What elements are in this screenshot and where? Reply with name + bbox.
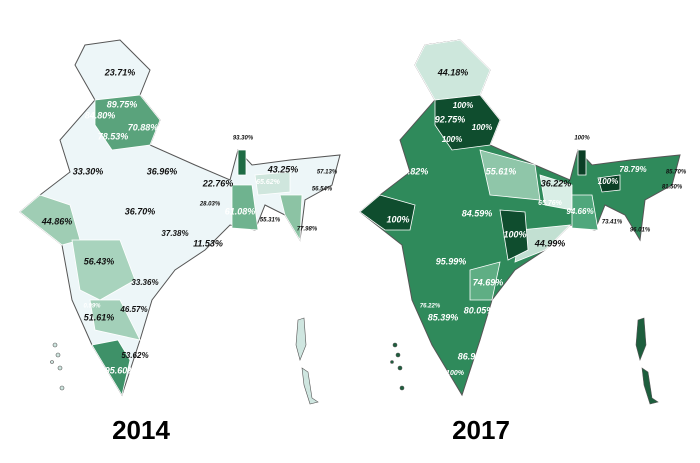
region-label: 22.76% [202, 178, 234, 188]
region-label: 46.57% [119, 305, 147, 314]
region-label: 0.99% [83, 304, 101, 310]
region-label: 36.96% [147, 166, 178, 176]
region-label: 56.43% [84, 256, 115, 266]
region-label: 33.36% [131, 278, 158, 287]
region-label: 23.71% [104, 67, 136, 77]
region-label: 53.62% [121, 351, 148, 360]
labels: 23.71% 89.75%84.80% 70.88%78.53% 93.30% 33.3… [41, 67, 687, 445]
region-label: 81.50% [662, 185, 683, 191]
region [279, 194, 303, 242]
region-label: 70.88% [128, 122, 159, 132]
region-label: 77.98% [297, 227, 318, 233]
region [237, 149, 247, 176]
region-label: 96.01% [630, 228, 651, 234]
map-2017 [359, 39, 681, 405]
region [434, 94, 501, 151]
region-label: 100% [386, 214, 409, 224]
region-label: 95.99% [436, 256, 467, 266]
region [94, 94, 161, 151]
region-label: 78.79% [619, 165, 646, 174]
region-label: 51.61% [84, 312, 115, 322]
region-label: 80.05% [464, 305, 495, 315]
region-label: 55.61% [486, 166, 517, 176]
region [499, 209, 529, 261]
region-label: 100% [598, 177, 618, 186]
region-label: 65.62% [256, 179, 281, 186]
region-label: 55.31% [260, 218, 281, 224]
region-label: 61.08% [225, 206, 256, 216]
region-label: 85.70% [666, 170, 687, 176]
map-2014 [19, 39, 341, 405]
region-label: 33.30% [73, 166, 104, 176]
region [71, 239, 136, 301]
region-label: 44.99% [534, 238, 566, 248]
region-label: 78.53% [98, 131, 129, 141]
region [231, 184, 259, 231]
region-label: 100% [442, 135, 462, 144]
region-label: 57.13% [317, 170, 338, 176]
region-label: 95.60% [105, 365, 136, 375]
region-label: 28.03% [199, 202, 221, 208]
region-label: 84.80% [85, 110, 116, 120]
region-label: 65.76% [538, 200, 563, 207]
region-label: 76.22% [420, 304, 441, 310]
region-label: 93.30% [233, 136, 254, 142]
region-label: 86.95% [458, 351, 489, 361]
region [91, 339, 131, 397]
region-label: 100% [453, 101, 473, 110]
year-label: 2017 [452, 415, 510, 445]
region-label: 44.86% [41, 216, 73, 226]
year-label: 2014 [112, 415, 170, 445]
region [89, 299, 141, 341]
region [359, 194, 416, 231]
region [479, 149, 541, 201]
region-label: 100% [503, 229, 526, 239]
region-label: 44.18% [437, 67, 469, 77]
region-label: 56.54% [312, 187, 333, 193]
region-label: 94.66% [566, 207, 593, 216]
region-label: 100% [472, 123, 492, 132]
region-label: 89.75% [107, 99, 138, 109]
region-label: 100% [574, 136, 590, 142]
region [597, 174, 621, 193]
region-label: 73.41% [602, 220, 623, 226]
region-label: 84.59% [462, 208, 493, 218]
region-label: 92.75% [435, 114, 466, 124]
region-label: 74.69% [473, 277, 504, 287]
region-label: 37.38% [161, 229, 188, 238]
region [571, 194, 599, 231]
region-label: 11.53% [193, 238, 223, 248]
region-label: 96.82% [398, 166, 429, 176]
region-label: 36.70% [125, 206, 156, 216]
region [254, 171, 291, 196]
region [469, 261, 501, 301]
region-label: 43.25% [267, 164, 299, 174]
region [577, 149, 587, 176]
region-label: 100% [446, 370, 465, 377]
region-label: 85.39% [428, 312, 459, 322]
region-label: 36.22% [541, 178, 572, 188]
